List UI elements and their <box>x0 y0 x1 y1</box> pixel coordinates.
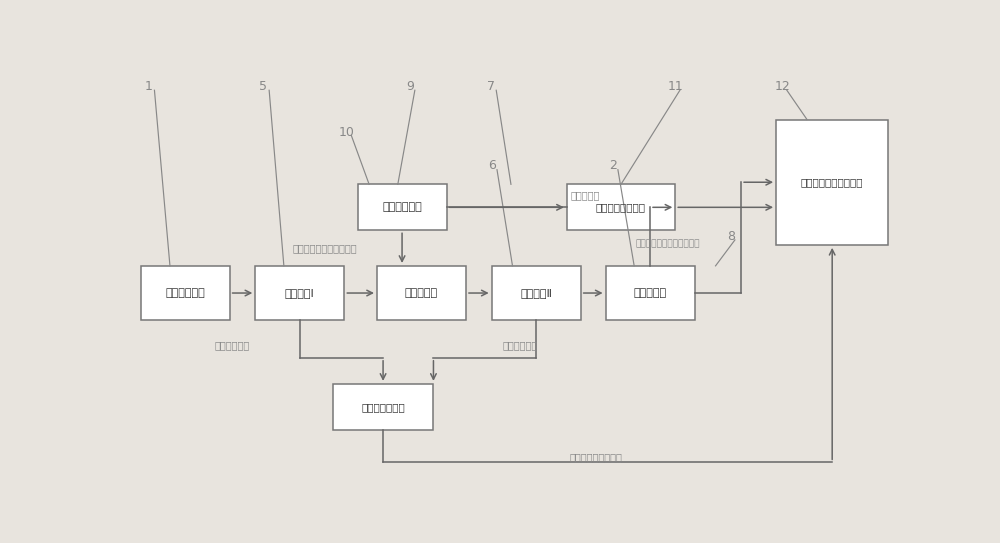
Text: 光电探测器: 光电探测器 <box>634 288 667 298</box>
Text: 1: 1 <box>144 80 152 92</box>
Text: 相对强度噪声计算系统: 相对强度噪声计算系统 <box>801 177 863 187</box>
Text: 11: 11 <box>667 80 683 92</box>
Text: 10: 10 <box>339 125 355 138</box>
FancyBboxPatch shape <box>492 266 581 320</box>
Text: 调制前光功率: 调制前光功率 <box>214 340 250 350</box>
FancyBboxPatch shape <box>358 184 447 230</box>
Text: 单频电信号: 单频电信号 <box>571 190 600 200</box>
FancyBboxPatch shape <box>255 266 344 320</box>
Text: 转换后电信号（输出信号）: 转换后电信号（输出信号） <box>635 239 700 249</box>
Text: 6: 6 <box>488 159 496 172</box>
Text: 2: 2 <box>609 159 617 172</box>
FancyBboxPatch shape <box>333 384 433 430</box>
Text: 光耦合器Ⅰ: 光耦合器Ⅰ <box>285 288 315 298</box>
Text: 相位噪声检测系统: 相位噪声检测系统 <box>596 203 646 212</box>
Text: 单频电信号（输入信号）: 单频电信号（输入信号） <box>293 243 357 253</box>
Text: 9: 9 <box>406 80 414 92</box>
Text: 信号发生系统: 信号发生系统 <box>382 203 422 212</box>
FancyBboxPatch shape <box>776 119 888 245</box>
FancyBboxPatch shape <box>606 266 695 320</box>
Text: 调制后光功率: 调制后光功率 <box>503 340 538 350</box>
Text: 12: 12 <box>774 80 790 92</box>
FancyBboxPatch shape <box>377 266 466 320</box>
Text: 光耦合器Ⅱ: 光耦合器Ⅱ <box>520 288 552 298</box>
Text: 5: 5 <box>259 80 267 92</box>
Text: 电光调制器: 电光调制器 <box>405 288 438 298</box>
FancyBboxPatch shape <box>567 184 675 230</box>
Text: 光功率监测系统: 光功率监测系统 <box>361 402 405 412</box>
Text: 7: 7 <box>487 80 495 92</box>
Text: 8: 8 <box>727 230 735 243</box>
Text: 调制前后光功率信号: 调制前后光功率信号 <box>570 452 623 462</box>
FancyBboxPatch shape <box>140 266 230 320</box>
Text: 待测激光光源: 待测激光光源 <box>165 288 205 298</box>
